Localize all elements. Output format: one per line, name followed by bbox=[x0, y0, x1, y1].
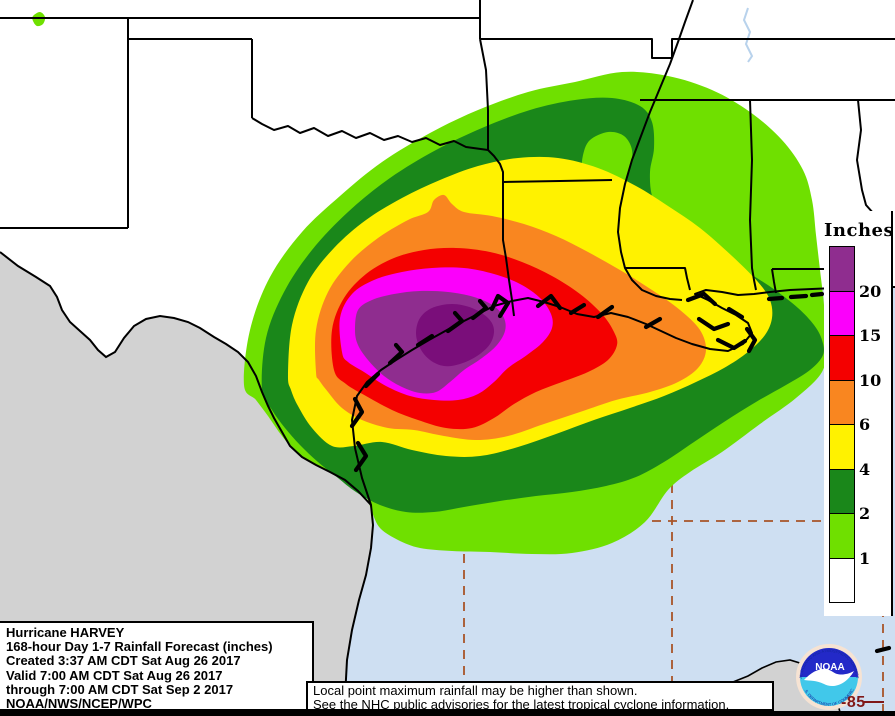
info-line: Created 3:37 AM CDT Sat Aug 26 2017 bbox=[6, 653, 241, 669]
legend-swatch-dark-green bbox=[829, 468, 855, 514]
mexico-landmass bbox=[0, 252, 373, 716]
advisory-note-box: Local point maximum rainfall may be high… bbox=[306, 681, 774, 711]
noaa-logo-icon: NATIONAL OCEANIC AND ATMOSPHERIC ADMINIS… bbox=[796, 644, 862, 710]
legend-title: Inches bbox=[824, 220, 895, 241]
legend-swatch-white bbox=[829, 557, 855, 603]
legend-swatch-light-green bbox=[829, 513, 855, 559]
info-line: NOAA/NWS/NCEP/WPC bbox=[6, 696, 152, 712]
legend-swatch-yellow bbox=[829, 424, 855, 470]
state-borders bbox=[0, 0, 895, 317]
longitude-label: -85 bbox=[841, 694, 866, 711]
rainfall-contours bbox=[32, 11, 827, 555]
info-line: Hurricane HARVEY bbox=[6, 625, 125, 640]
legend-threshold-label: 4 bbox=[859, 459, 871, 479]
legend-swatch-red bbox=[829, 335, 855, 381]
forecast-info-box: Hurricane HARVEY 168-hour Day 1-7 Rainfal… bbox=[0, 621, 314, 711]
legend-threshold-label: 10 bbox=[859, 370, 882, 390]
legend-threshold-label: 15 bbox=[859, 326, 882, 345]
bottom-border-bar bbox=[0, 711, 895, 716]
legend-swatch-orange bbox=[829, 379, 855, 425]
info-line: through 7:00 AM CDT Sat Sep 2 2017 bbox=[6, 681, 234, 697]
coastal-bays bbox=[349, 291, 892, 654]
rio-grande-border bbox=[0, 251, 372, 506]
note-line: Local point maximum rainfall may be high… bbox=[313, 683, 638, 698]
noaa-logo-text: NOAA bbox=[815, 662, 844, 673]
note-line: See the NHC public advisories for the la… bbox=[313, 696, 730, 712]
legend-threshold-label: 2 bbox=[859, 504, 871, 523]
info-line: 168-hour Day 1-7 Rainfall Forecast (inch… bbox=[6, 639, 273, 655]
legend-swatch-magenta bbox=[829, 290, 855, 336]
legend-panel: Inches 20 15 10 6 4 2 1 bbox=[824, 211, 895, 616]
contour-core bbox=[416, 304, 495, 367]
info-line: Valid 7:00 AM CDT Sat Aug 26 2017 bbox=[6, 667, 223, 683]
legend-threshold-label: 20 bbox=[859, 281, 882, 301]
contour-dot bbox=[32, 11, 46, 27]
legend-threshold-label: 1 bbox=[859, 548, 871, 568]
legend-threshold-label: 6 bbox=[859, 415, 871, 434]
legend-color-bar bbox=[829, 246, 855, 603]
legend-swatch-purple bbox=[829, 246, 855, 292]
